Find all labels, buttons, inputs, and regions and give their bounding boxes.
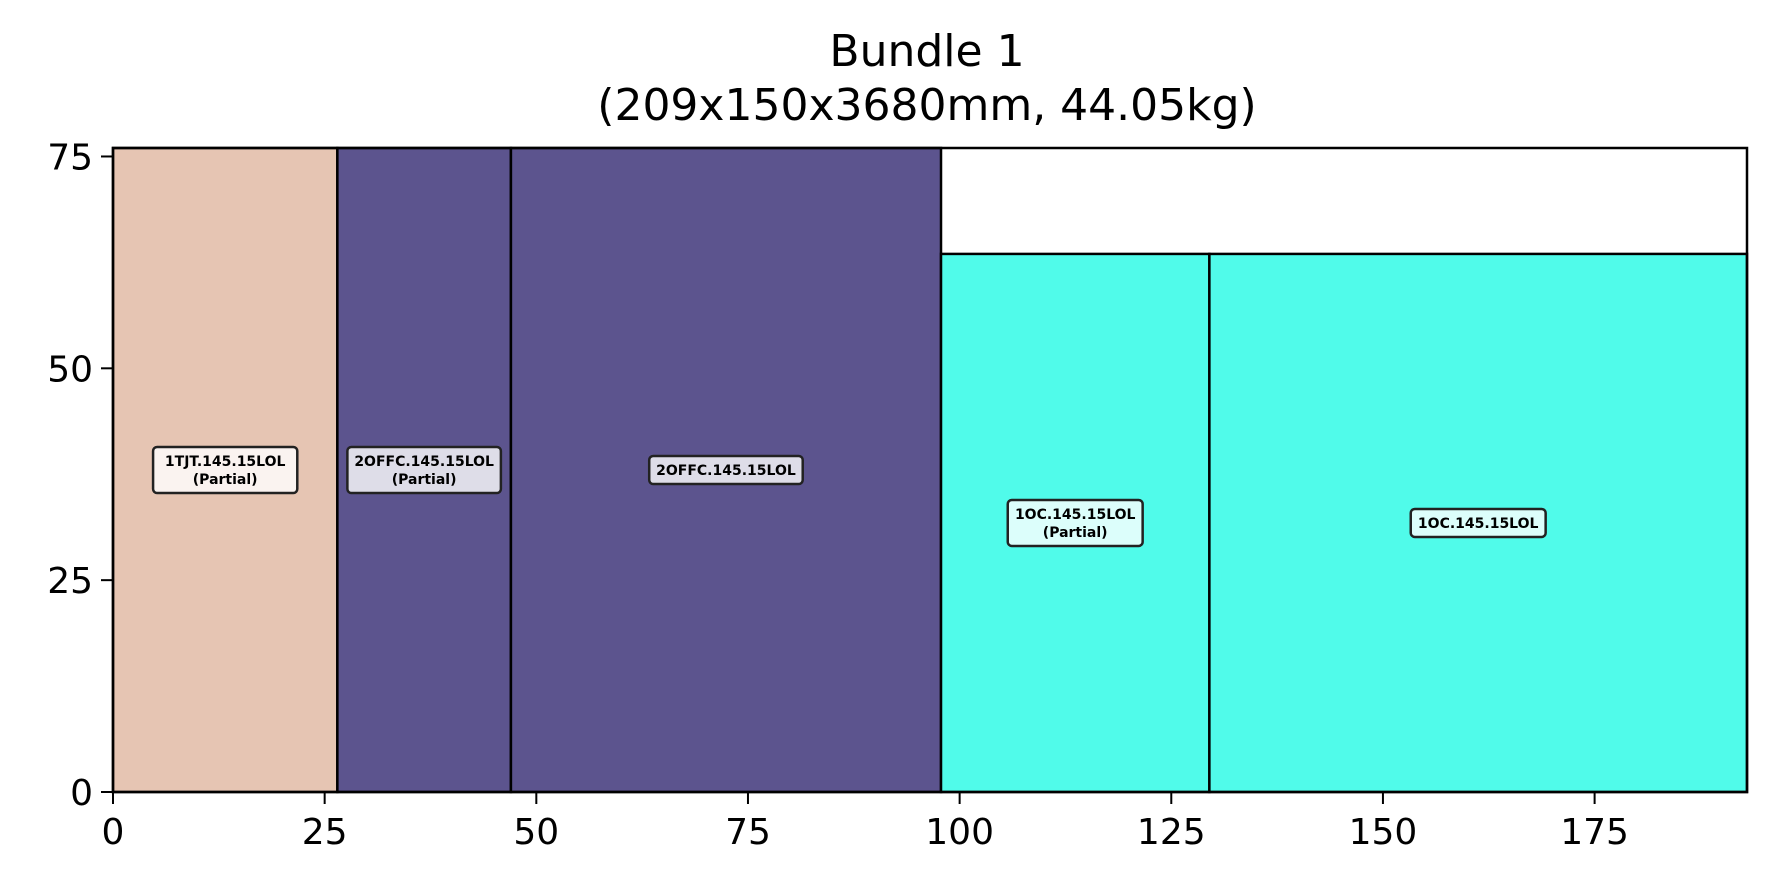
x-tick-label: 125 <box>1137 812 1206 853</box>
x-tick-label: 0 <box>102 812 125 853</box>
x-tick-label: 50 <box>513 812 559 853</box>
y-tick-label: 75 <box>47 137 93 178</box>
item-label: 1OC.145.15LOL <box>1418 516 1539 532</box>
label-box <box>346 445 503 495</box>
item-sublabel: (Partial) <box>193 472 258 488</box>
x-tick-label: 100 <box>925 812 994 853</box>
y-axis: 0 25 50 75 <box>47 137 113 814</box>
y-tick-label: 0 <box>70 773 93 814</box>
packed-item-5: 1OC.145.15LOL <box>1208 252 1749 794</box>
x-tick-label: 25 <box>302 812 348 853</box>
x-axis: 0 25 50 75 100 125 150 175 <box>102 792 1629 853</box>
item-sublabel: (Partial) <box>1043 525 1108 541</box>
item-label: 1TJT.145.15LOL <box>165 454 286 470</box>
x-tick-label: 175 <box>1560 812 1629 853</box>
item-label: 1OC.145.15LOL <box>1015 507 1136 523</box>
label-box <box>1006 498 1144 548</box>
chart-subtitle: (209x150x3680mm, 44.05kg) <box>597 80 1256 131</box>
item-label: 2OFFC.145.15LOL <box>656 463 796 479</box>
packed-item-3: 2OFFC.145.15LOL <box>509 146 943 794</box>
chart-title: Bundle 1 <box>829 26 1024 77</box>
x-tick-label: 150 <box>1349 812 1418 853</box>
item-label: 2OFFC.145.15LOL <box>354 454 494 470</box>
packed-item-4: 1OC.145.15LOL (Partial) <box>939 252 1211 794</box>
item-sublabel: (Partial) <box>392 472 457 488</box>
packed-item-1: 1TJT.145.15LOL (Partial) <box>111 146 339 794</box>
label-box <box>1409 507 1547 539</box>
plot-frame <box>111 146 1749 794</box>
y-tick-label: 25 <box>47 561 93 602</box>
label-box <box>151 445 299 495</box>
packed-item-2: 2OFFC.145.15LOL (Partial) <box>336 146 513 794</box>
rectangles-layer: 1TJT.145.15LOL (Partial) 2OFFC.145.15LOL (P… <box>111 146 1749 794</box>
x-tick-label: 75 <box>725 812 771 853</box>
label-box <box>647 454 804 486</box>
y-tick-label: 50 <box>47 349 93 390</box>
